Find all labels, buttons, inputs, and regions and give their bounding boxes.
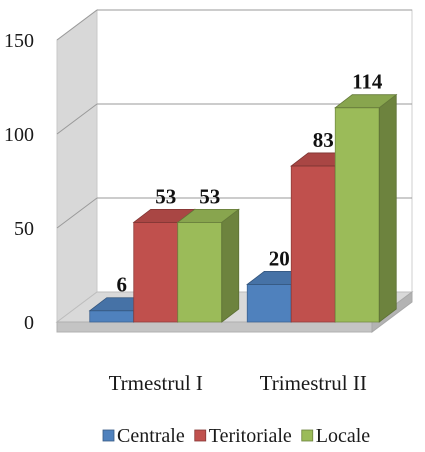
bars xyxy=(88,93,398,323)
data-labels: 6 53 53 20 83 114 xyxy=(117,70,383,297)
gridline-side xyxy=(56,197,98,229)
legend: Centrale Teritoriale Locale xyxy=(102,425,371,447)
legend-item-locale: Locale xyxy=(301,425,371,447)
y-axis: 0 50 100 150 xyxy=(4,30,34,334)
y-tick-label: 150 xyxy=(4,30,34,52)
data-label: 83 xyxy=(313,128,334,152)
legend-swatch xyxy=(102,429,115,442)
data-label: 114 xyxy=(352,70,383,94)
legend-label: Locale xyxy=(316,425,371,447)
y-tick-label: 100 xyxy=(4,124,34,146)
x-tick-label: Trmestrul I xyxy=(109,371,203,395)
legend-label: Teritoriale xyxy=(209,425,292,447)
data-label: 53 xyxy=(155,184,176,208)
data-label: 6 xyxy=(117,273,128,297)
legend-swatch xyxy=(194,429,207,442)
data-label: 20 xyxy=(269,246,290,270)
gridline-side xyxy=(56,103,98,135)
data-label: 53 xyxy=(199,184,220,208)
y-tick-label: 50 xyxy=(14,218,34,240)
legend-swatch xyxy=(301,429,314,442)
legend-item-centrale: Centrale xyxy=(102,425,185,447)
floor-front-edge xyxy=(56,321,373,333)
x-axis: Trmestrul I Trimestrul II xyxy=(109,371,367,395)
legend-item-teritoriale: Teritoriale xyxy=(194,425,292,447)
x-tick-label: Trimestrul II xyxy=(260,371,367,395)
legend-label: Centrale xyxy=(117,425,185,447)
bar-locale-2 xyxy=(334,93,398,323)
bar-locale-1 xyxy=(176,208,240,323)
side-wall xyxy=(56,9,98,323)
gridline-side xyxy=(56,9,98,41)
y-tick-label: 0 xyxy=(24,312,34,334)
